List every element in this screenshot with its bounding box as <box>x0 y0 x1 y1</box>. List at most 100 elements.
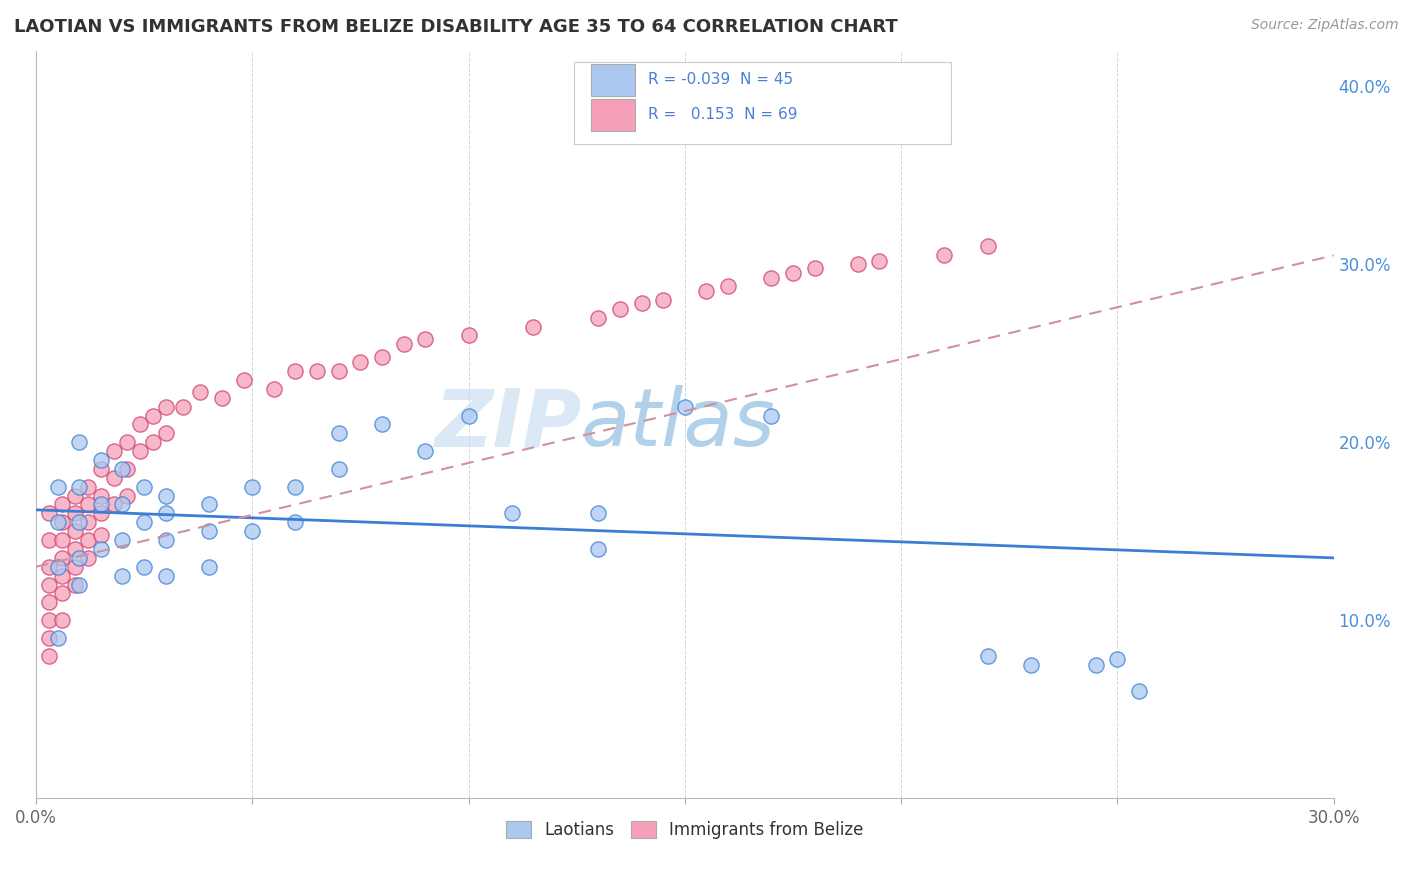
Point <box>103 471 125 485</box>
Point <box>128 417 150 432</box>
Point <box>588 507 610 521</box>
Point <box>155 533 177 547</box>
Point <box>67 577 90 591</box>
FancyBboxPatch shape <box>575 62 950 145</box>
Point <box>38 507 60 521</box>
Point <box>371 350 394 364</box>
Point <box>38 577 60 591</box>
Point <box>457 328 479 343</box>
Point <box>38 559 60 574</box>
Point <box>934 248 956 262</box>
FancyBboxPatch shape <box>592 64 636 95</box>
Point <box>67 516 90 530</box>
Point <box>111 462 134 476</box>
Point <box>761 409 783 423</box>
Point <box>132 559 155 574</box>
Point <box>76 498 98 512</box>
Point <box>90 507 112 521</box>
Point <box>51 498 73 512</box>
Text: Source: ZipAtlas.com: Source: ZipAtlas.com <box>1251 18 1399 32</box>
Point <box>240 480 263 494</box>
Point <box>38 595 60 609</box>
Point <box>38 533 60 547</box>
Legend: Laotians, Immigrants from Belize: Laotians, Immigrants from Belize <box>499 814 870 846</box>
Point <box>652 293 675 307</box>
Point <box>51 516 73 530</box>
Point <box>976 648 998 663</box>
Point <box>588 541 610 556</box>
Point <box>115 462 138 476</box>
Point <box>103 498 125 512</box>
Point <box>803 260 825 275</box>
Point <box>51 586 73 600</box>
Point <box>132 480 155 494</box>
Point <box>232 373 254 387</box>
Text: R = -0.039  N = 45: R = -0.039 N = 45 <box>648 72 793 87</box>
Point <box>51 533 73 547</box>
Point <box>128 444 150 458</box>
Point <box>111 568 134 582</box>
Point <box>263 382 285 396</box>
Point <box>38 613 60 627</box>
Point <box>284 364 307 378</box>
Point <box>328 426 350 441</box>
Point <box>198 524 221 539</box>
Point <box>846 257 869 271</box>
Point <box>155 400 177 414</box>
Point <box>90 527 112 541</box>
Point <box>76 480 98 494</box>
Point <box>63 577 86 591</box>
Text: ZIP: ZIP <box>433 385 581 464</box>
Point <box>155 568 177 582</box>
Point <box>457 409 479 423</box>
Point <box>413 444 436 458</box>
FancyBboxPatch shape <box>592 99 636 130</box>
Point <box>976 239 998 253</box>
Point <box>63 559 86 574</box>
Point <box>90 489 112 503</box>
Point <box>111 498 134 512</box>
Point <box>90 498 112 512</box>
Point <box>67 435 90 450</box>
Point <box>413 332 436 346</box>
Point <box>103 444 125 458</box>
Point <box>717 278 740 293</box>
Point <box>142 409 165 423</box>
Point <box>371 417 394 432</box>
Point <box>155 507 177 521</box>
Point <box>198 498 221 512</box>
Text: R =   0.153  N = 69: R = 0.153 N = 69 <box>648 107 799 122</box>
Point <box>1128 684 1150 698</box>
Point <box>155 426 177 441</box>
Point <box>868 253 890 268</box>
Point <box>38 631 60 645</box>
Point <box>198 559 221 574</box>
Point <box>695 284 717 298</box>
Point <box>132 516 155 530</box>
Point <box>46 559 69 574</box>
Point <box>67 550 90 565</box>
Point <box>76 550 98 565</box>
Point <box>51 613 73 627</box>
Point <box>155 489 177 503</box>
Text: atlas: atlas <box>581 385 776 464</box>
Point <box>392 337 415 351</box>
Point <box>1019 657 1042 672</box>
Point <box>240 524 263 539</box>
Point <box>501 507 523 521</box>
Point <box>63 507 86 521</box>
Point <box>630 296 652 310</box>
Point <box>522 319 544 334</box>
Point <box>38 648 60 663</box>
Point <box>46 516 69 530</box>
Point <box>172 400 194 414</box>
Point <box>111 533 134 547</box>
Point <box>211 391 233 405</box>
Point <box>67 480 90 494</box>
Point <box>76 516 98 530</box>
Point <box>284 516 307 530</box>
Point <box>673 400 696 414</box>
Point <box>63 524 86 539</box>
Point <box>142 435 165 450</box>
Point <box>115 435 138 450</box>
